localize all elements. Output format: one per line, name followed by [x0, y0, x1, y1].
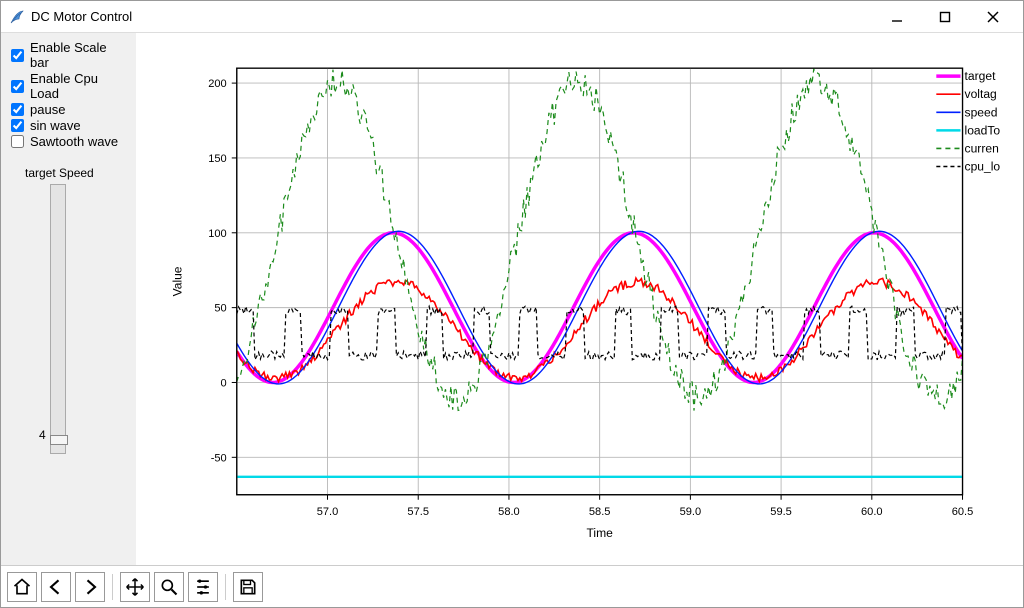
checkbox-label: Enable Cpu Load — [30, 71, 128, 101]
home-button[interactable] — [7, 572, 37, 602]
checkbox-input[interactable] — [11, 103, 24, 116]
checkbox-sawtooth-wave[interactable]: Sawtooth wave — [11, 134, 128, 149]
sidebar: Enable Scale barEnable Cpu Loadpausesin … — [1, 33, 136, 565]
back-button[interactable] — [41, 572, 71, 602]
svg-text:cpu_lo: cpu_lo — [965, 160, 1001, 174]
svg-text:curren: curren — [965, 141, 999, 155]
checkbox-input[interactable] — [11, 49, 24, 62]
svg-text:speed: speed — [965, 105, 998, 119]
svg-text:-50: -50 — [211, 452, 227, 464]
svg-text:57.0: 57.0 — [317, 506, 339, 518]
svg-text:58.5: 58.5 — [589, 506, 611, 518]
checkbox-input[interactable] — [11, 119, 24, 132]
plot-area: 57.0 57.5 58.0 58.5 59.0 59.5 60.0 60.5 -50 0 50 10… — [136, 33, 1023, 565]
svg-text:loadTo: loadTo — [965, 123, 1001, 137]
svg-text:voltag: voltag — [965, 87, 997, 101]
svg-text:100: 100 — [208, 228, 226, 240]
svg-text:200: 200 — [208, 78, 226, 90]
svg-text:60.0: 60.0 — [861, 506, 883, 518]
close-button[interactable] — [971, 3, 1015, 31]
checkbox-enable-scale-bar[interactable]: Enable Scale bar — [11, 40, 128, 70]
app-icon — [9, 9, 25, 25]
toolbar-separator — [112, 574, 113, 600]
checkbox-label: Sawtooth wave — [30, 134, 118, 149]
forward-button[interactable] — [75, 572, 105, 602]
target-speed-slider[interactable] — [50, 184, 66, 454]
checkbox-input[interactable] — [11, 135, 24, 148]
svg-text:Time: Time — [586, 526, 613, 540]
titlebar: DC Motor Control — [1, 1, 1023, 33]
slider-label: target Speed — [25, 166, 94, 180]
window-buttons — [875, 3, 1015, 31]
svg-text:target: target — [965, 69, 997, 83]
svg-text:50: 50 — [214, 303, 226, 315]
configure-button[interactable] — [188, 572, 218, 602]
svg-text:59.5: 59.5 — [770, 506, 792, 518]
svg-text:57.5: 57.5 — [407, 506, 429, 518]
motor-chart[interactable]: 57.0 57.5 58.0 58.5 59.0 59.5 60.0 60.5 -50 0 50 10… — [136, 33, 1023, 565]
slider-value: 4 — [39, 428, 46, 442]
checkbox-label: pause — [30, 102, 65, 117]
svg-text:60.5: 60.5 — [952, 506, 974, 518]
checkbox-label: Enable Scale bar — [30, 40, 128, 70]
svg-text:Value: Value — [170, 266, 184, 296]
zoom-button[interactable] — [154, 572, 184, 602]
checkbox-label: sin wave — [30, 118, 81, 133]
slider-thumb[interactable] — [50, 435, 68, 445]
checkbox-sin-wave[interactable]: sin wave — [11, 118, 128, 133]
svg-text:0: 0 — [221, 378, 227, 390]
checkbox-pause[interactable]: pause — [11, 102, 128, 117]
svg-text:58.0: 58.0 — [498, 506, 520, 518]
checkbox-input[interactable] — [11, 80, 24, 93]
target-speed-slider-wrap: target Speed 4 — [11, 162, 128, 454]
svg-text:59.0: 59.0 — [680, 506, 702, 518]
checkbox-enable-cpu-load[interactable]: Enable Cpu Load — [11, 71, 128, 101]
mpl-toolbar — [1, 565, 1023, 607]
svg-text:150: 150 — [208, 153, 226, 165]
app-window: DC Motor Control Enable Scale barEnable … — [0, 0, 1024, 608]
save-button[interactable] — [233, 572, 263, 602]
toolbar-separator — [225, 574, 226, 600]
maximize-button[interactable] — [923, 3, 967, 31]
pan-button[interactable] — [120, 572, 150, 602]
minimize-button[interactable] — [875, 3, 919, 31]
window-title: DC Motor Control — [31, 9, 875, 24]
